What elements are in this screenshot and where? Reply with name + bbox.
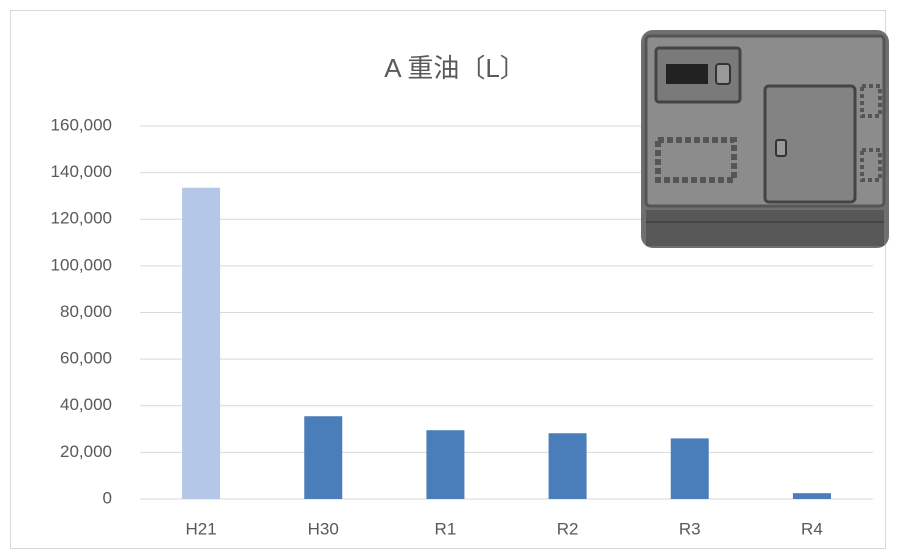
bar (670, 438, 709, 499)
y-tick-label: 120,000 (51, 209, 112, 228)
x-tick-label: H30 (308, 519, 339, 538)
y-tick-label: 40,000 (60, 395, 112, 414)
x-tick-label: R4 (801, 519, 823, 538)
bar (304, 416, 343, 499)
y-tick-label: 60,000 (60, 349, 112, 368)
x-tick-label: R1 (435, 519, 457, 538)
y-tick-label: 0 (103, 488, 112, 507)
chart-title: A 重油〔L〕 (384, 53, 526, 83)
generator-illustration (641, 30, 889, 248)
bar (182, 187, 221, 499)
x-tick-label: R2 (557, 519, 579, 538)
bar (792, 493, 831, 499)
plot-area: 0 20,000 40,000 60,000 80,000 100,000 120,000 1… (51, 115, 873, 538)
bar (548, 433, 587, 499)
y-tick-label: 140,000 (51, 162, 112, 181)
x-tick-label: R3 (679, 519, 701, 538)
y-tick-label: 160,000 (51, 115, 112, 134)
y-tick-label: 80,000 (60, 302, 112, 321)
y-tick-label: 20,000 (60, 442, 112, 461)
bar (426, 430, 465, 499)
y-tick-label: 100,000 (51, 255, 112, 274)
x-tick-label: H21 (185, 519, 216, 538)
